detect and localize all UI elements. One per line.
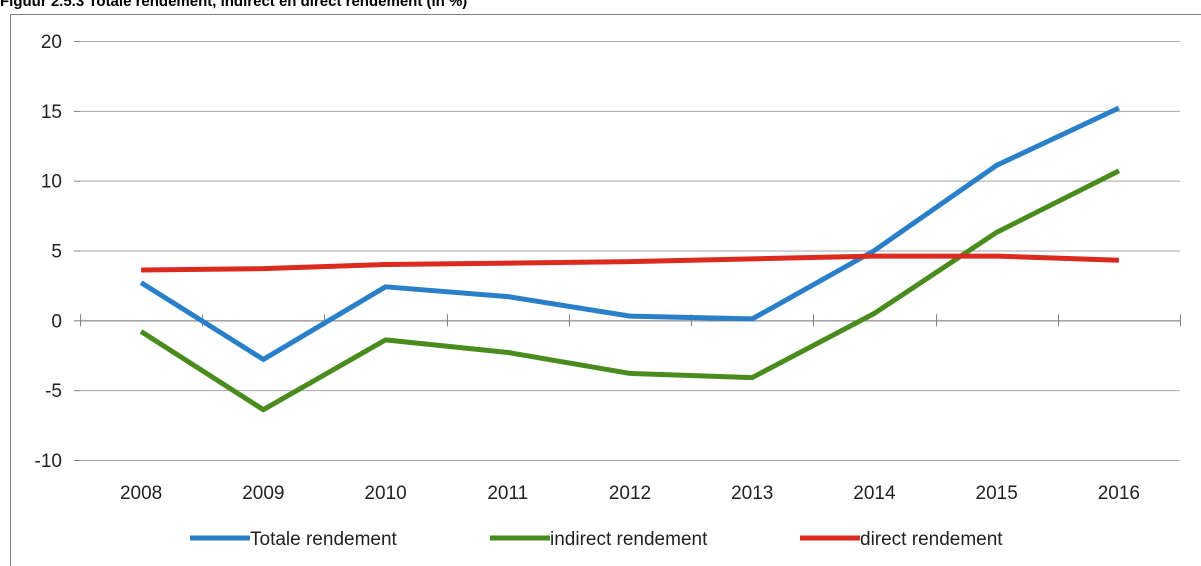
x-tick-label: 2013: [731, 483, 773, 504]
legend-label: direct rendement: [860, 529, 1003, 550]
y-tick-label: 5: [51, 242, 62, 263]
line-series: [139, 105, 1120, 362]
legend-label: indirect rendement: [550, 529, 708, 550]
line-series: [139, 168, 1121, 413]
x-tick-label: 2011: [487, 483, 528, 504]
y-tick-label: 20: [41, 32, 62, 53]
y-tick-label: -5: [45, 381, 62, 402]
x-tick-label: 2010: [364, 483, 406, 504]
x-tick-label: 2014: [853, 483, 896, 504]
y-tick-label: -10: [35, 451, 62, 472]
chart-title: Figuur 2.5.3 Totale rendement, indirect …: [0, 0, 467, 10]
x-tick-label: 2016: [1098, 483, 1140, 504]
line-series: [141, 253, 1119, 273]
y-tick-label: 0: [51, 311, 62, 332]
legend-label: Totale rendement: [250, 529, 398, 550]
x-tick-label: 2008: [120, 483, 162, 504]
y-tick-label: 10: [41, 172, 62, 193]
x-tick-label: 2009: [242, 483, 284, 504]
x-tick-label: 2012: [609, 483, 651, 504]
x-tick-label: 2015: [976, 483, 1018, 504]
y-tick-label: 15: [41, 102, 62, 123]
